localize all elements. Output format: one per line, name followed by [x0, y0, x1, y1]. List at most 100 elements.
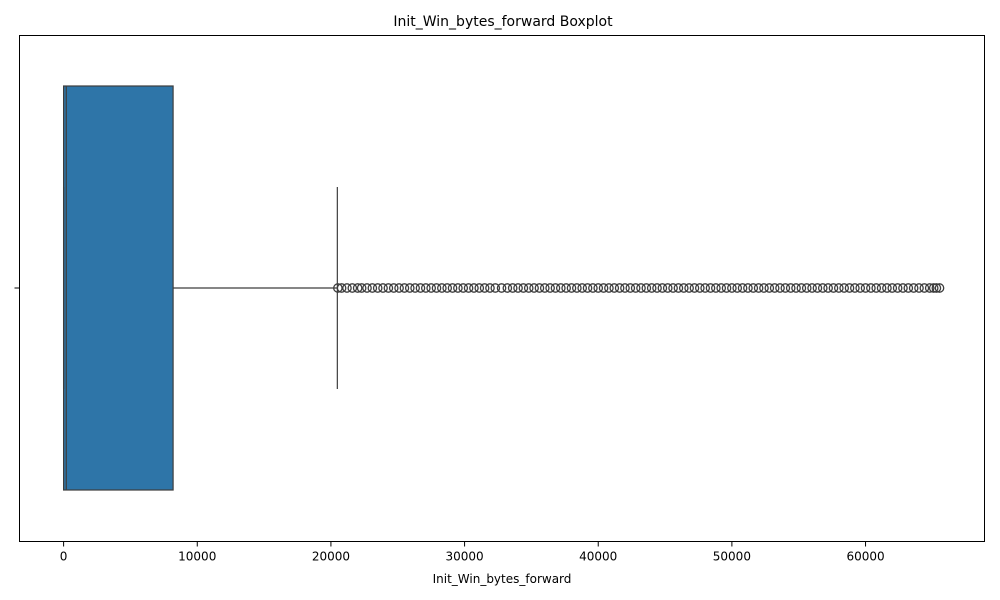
outlier-point: [684, 283, 694, 293]
outlier-point: [753, 283, 764, 293]
outlier-point: [898, 283, 908, 293]
outlier-point: [453, 283, 463, 293]
outlier-point: [812, 283, 823, 293]
outlier-point: [641, 283, 652, 293]
outlier-point: [828, 283, 839, 293]
chart-title: Init_Win_bytes_forward Boxplot: [393, 14, 613, 30]
outlier-point: [839, 283, 850, 293]
outlier-point: [513, 283, 523, 293]
outlier-point: [705, 283, 716, 293]
outlier-point: [855, 283, 866, 293]
outlier-point: [362, 283, 372, 293]
outlier-point: [566, 283, 577, 293]
outlier-point: [743, 283, 753, 293]
outlier-point: [614, 283, 625, 293]
outlier-point: [700, 283, 711, 293]
outlier-point: [394, 283, 404, 293]
outlier-point: [458, 283, 469, 293]
outlier-point: [924, 283, 935, 293]
outlier-point: [437, 283, 447, 293]
outlier-point: [336, 283, 347, 293]
outlier-point: [780, 283, 791, 293]
outlier-point: [352, 283, 363, 293]
outlier-point: [598, 283, 609, 293]
outlier-point: [711, 283, 721, 293]
outlier-point: [577, 283, 588, 293]
outlier-point: [561, 283, 572, 293]
outlier-point: [356, 283, 367, 293]
outlier-point: [593, 283, 604, 293]
x-tick-label: 10000: [178, 550, 216, 564]
outlier-point: [383, 283, 394, 293]
outlier-point: [545, 283, 555, 293]
outlier-point: [469, 283, 479, 293]
outlier-point: [550, 283, 561, 293]
outlier-point: [689, 283, 700, 293]
outlier-points: [333, 283, 945, 293]
outlier-point: [892, 283, 903, 293]
outlier-point: [490, 283, 501, 293]
outlier-point: [609, 283, 620, 293]
outlier-point: [426, 283, 437, 293]
x-tick-label: 30000: [445, 550, 483, 564]
outlier-point: [732, 283, 743, 293]
outlier-point: [678, 283, 689, 293]
outlier-point: [716, 283, 727, 293]
outlier-point: [807, 283, 817, 293]
outlier-point: [882, 283, 892, 293]
outlier-point: [404, 283, 415, 293]
outlier-point: [347, 283, 358, 293]
outlier-point: [636, 283, 646, 293]
outlier-point: [908, 283, 919, 293]
outlier-point: [582, 283, 593, 293]
outlier-point: [507, 283, 518, 293]
outlier-point: [442, 283, 453, 293]
outlier-point: [485, 283, 495, 293]
outlier-point: [673, 283, 684, 293]
outlier-point: [333, 283, 343, 293]
outlier-point: [652, 283, 662, 293]
outlier-point: [934, 283, 945, 293]
outlier-point: [928, 283, 939, 293]
x-tick-label: 0: [60, 550, 68, 564]
outlier-point: [887, 283, 898, 293]
outlier-point: [919, 283, 930, 293]
x-tick-label: 60000: [846, 550, 884, 564]
outlier-point: [378, 283, 388, 293]
outlier-point: [415, 283, 426, 293]
outlier-point: [604, 283, 614, 293]
x-tick-label: 20000: [312, 550, 350, 564]
outlier-point: [775, 283, 785, 293]
outlier-point: [657, 283, 668, 293]
outlier-point: [463, 283, 474, 293]
outlier-point: [931, 283, 942, 293]
outlier-point: [914, 283, 924, 293]
outlier-point: [620, 283, 630, 293]
outlier-point: [410, 283, 420, 293]
outlier-point: [388, 283, 399, 293]
outlier-point: [571, 283, 582, 293]
outlier-point: [791, 283, 801, 293]
outlier-point: [431, 283, 442, 293]
outlier-point: [727, 283, 737, 293]
outlier-point: [817, 283, 828, 293]
outlier-point: [850, 283, 860, 293]
outlier-point: [625, 283, 636, 293]
outlier-point: [769, 283, 780, 293]
outlier-point: [630, 283, 641, 293]
outlier-point: [372, 283, 383, 293]
outlier-point: [860, 283, 871, 293]
outlier-point: [646, 283, 657, 293]
outlier-point: [588, 283, 598, 293]
outlier-point: [518, 283, 529, 293]
x-tick-label: 50000: [713, 550, 751, 564]
outlier-point: [748, 283, 759, 293]
x-axis-label: Init_Win_bytes_forward: [433, 572, 572, 586]
outlier-point: [833, 283, 844, 293]
outlier-point: [796, 283, 807, 293]
outlier-point: [555, 283, 566, 293]
outlier-point: [764, 283, 775, 293]
outlier-point: [479, 283, 490, 293]
outlier-point: [534, 283, 545, 293]
